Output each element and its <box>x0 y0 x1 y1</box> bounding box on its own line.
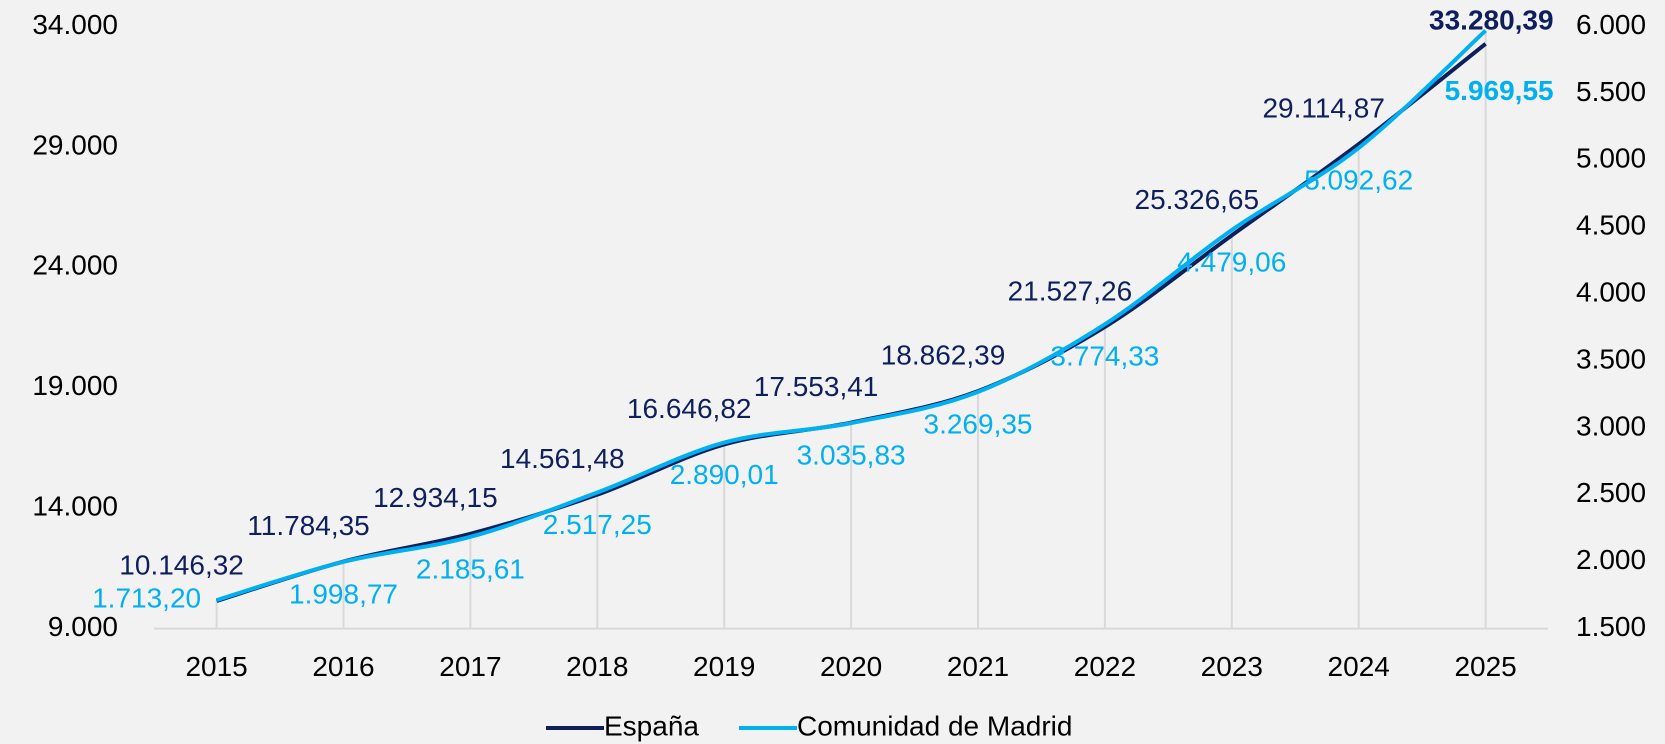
y-tick-label: 34.000 <box>32 9 118 40</box>
x-tick-label: 2025 <box>1454 651 1516 682</box>
x-tick-label: 2022 <box>1074 651 1136 682</box>
data-label: 3.035,83 <box>797 439 906 470</box>
legend-label: Comunidad de Madrid <box>797 710 1073 741</box>
data-label: 10.146,32 <box>119 549 244 580</box>
x-tick-label: 2018 <box>566 651 628 682</box>
data-label: 33.280,39 <box>1429 4 1554 35</box>
data-label: 5.092,62 <box>1304 164 1413 195</box>
x-tick-label: 2015 <box>185 651 247 682</box>
y2-tick-label: 2.000 <box>1576 544 1646 575</box>
y2-tick-label: 4.000 <box>1576 276 1646 307</box>
y-tick-label: 29.000 <box>32 129 118 160</box>
y2-tick-label: 4.500 <box>1576 210 1646 241</box>
y2-tick-label: 3.000 <box>1576 410 1646 441</box>
x-tick-label: 2021 <box>947 651 1009 682</box>
y2-tick-label: 2.500 <box>1576 477 1646 508</box>
data-label: 16.646,82 <box>627 393 752 424</box>
data-label: 3.774,33 <box>1050 341 1159 372</box>
line <box>216 29 1487 602</box>
y2-tick-label: 1.500 <box>1576 611 1646 642</box>
data-label: 14.561,48 <box>500 443 625 474</box>
data-label: 2.890,01 <box>670 459 779 490</box>
data-label: 1.998,77 <box>289 578 398 609</box>
x-tick-label: 2016 <box>312 651 374 682</box>
y-tick-label: 9.000 <box>48 611 118 642</box>
data-label: 3.269,35 <box>924 408 1033 439</box>
data-label: 4.479,06 <box>1177 246 1286 277</box>
y-tick-label: 24.000 <box>32 250 118 281</box>
x-tick-label: 2024 <box>1328 651 1390 682</box>
data-label: 18.862,39 <box>881 339 1006 370</box>
x-tick-label: 2017 <box>439 651 501 682</box>
data-label: 21.527,26 <box>1008 275 1133 306</box>
x-tick-label: 2023 <box>1201 651 1263 682</box>
y2-tick-label: 6.000 <box>1576 9 1646 40</box>
data-label: 5.969,55 <box>1445 75 1554 106</box>
data-label: 29.114,87 <box>1262 93 1385 124</box>
data-label: 17.553,41 <box>754 371 879 402</box>
y-tick-label: 19.000 <box>32 370 118 401</box>
data-label: 11.784,35 <box>247 510 370 541</box>
y2-tick-label: 5.500 <box>1576 76 1646 107</box>
data-label: 25.326,65 <box>1135 184 1260 215</box>
data-label: 1.713,20 <box>92 582 201 613</box>
y2-tick-label: 5.000 <box>1576 143 1646 174</box>
y-tick-label: 14.000 <box>32 491 118 522</box>
legend-label: España <box>604 710 699 741</box>
data-label: 12.934,15 <box>373 482 498 513</box>
data-label: 2.185,61 <box>416 553 525 584</box>
x-tick-label: 2019 <box>693 651 755 682</box>
y2-tick-label: 3.500 <box>1576 343 1646 374</box>
data-label: 2.517,25 <box>543 509 652 540</box>
x-tick-label: 2020 <box>820 651 882 682</box>
